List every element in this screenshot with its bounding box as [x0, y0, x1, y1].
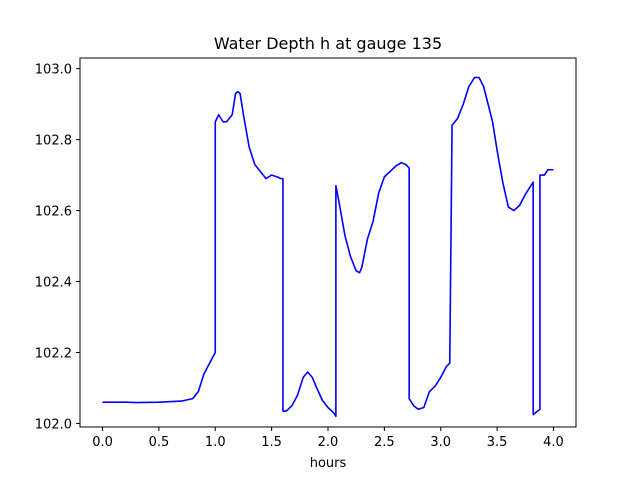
axis-layer: 0.0 0.5 1.0 1.5 2.0 2.5 3.0 3.5 4.0 102.0 102.2 102…: [35, 63, 564, 450]
x-tick-label: 1.0: [205, 435, 226, 450]
series-line: [102, 76, 554, 418]
plot-layer: [102, 76, 554, 418]
x-tick-label: 0.0: [92, 435, 113, 450]
x-tick-label: 1.5: [261, 435, 282, 450]
y-tick-label: 102.6: [35, 205, 72, 220]
x-axis-label: hours: [310, 456, 347, 471]
x-tick-label: 0.5: [149, 435, 170, 450]
y-tick-label: 102.0: [35, 417, 72, 432]
plot-frame: [79, 57, 577, 428]
y-tick-label: 102.4: [35, 276, 72, 291]
x-tick-label: 3.0: [430, 435, 451, 450]
y-tick-label: 103.0: [35, 63, 72, 78]
x-tick-label: 2.5: [374, 435, 395, 450]
x-tick-label: 4.0: [543, 435, 564, 450]
x-tick-label: 2.0: [318, 435, 339, 450]
y-tick-label: 102.8: [35, 134, 72, 149]
y-tick-label: 102.2: [35, 346, 72, 361]
x-tick-label: 3.5: [487, 435, 508, 450]
chart-title: Water Depth h at gauge 135: [214, 34, 442, 53]
